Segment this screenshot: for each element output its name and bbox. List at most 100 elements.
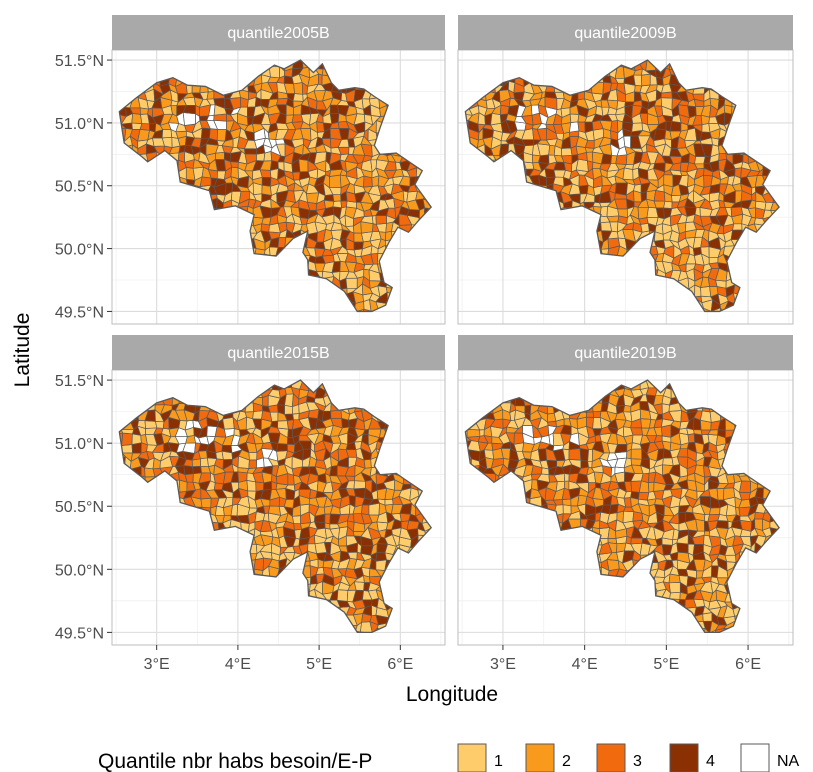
municipality-polygon bbox=[668, 582, 681, 594]
municipality-polygon bbox=[222, 416, 235, 430]
municipality-polygon bbox=[248, 451, 258, 461]
y-tick-label: 50.5°N bbox=[55, 179, 104, 196]
municipality-polygon bbox=[329, 174, 342, 189]
municipality-polygon bbox=[716, 487, 725, 501]
municipality-polygon bbox=[563, 480, 570, 491]
municipality-polygon bbox=[336, 589, 349, 602]
legend-label: 1 bbox=[494, 753, 503, 770]
municipality-polygon bbox=[577, 121, 586, 133]
municipality-polygon bbox=[244, 148, 258, 155]
municipality-polygon bbox=[340, 200, 348, 209]
municipality-polygon bbox=[293, 523, 302, 531]
facet-strip bbox=[112, 335, 445, 370]
y-axis-left: 51.5°N 51.0°N 50.5°N 50.0°N 49.5°N 51.5°N 51.0… bbox=[55, 53, 112, 642]
municipality-polygon bbox=[255, 481, 265, 492]
municipality-polygon bbox=[676, 542, 689, 554]
municipality-polygon bbox=[687, 433, 696, 443]
municipality-polygon bbox=[622, 510, 635, 524]
facet-strip bbox=[458, 335, 793, 370]
municipality-polygon bbox=[375, 215, 387, 225]
x-tick-label: 3°E bbox=[490, 656, 516, 673]
municipality-polygon bbox=[623, 497, 632, 508]
facet-panel: quantile2005B bbox=[111, 15, 446, 325]
municipality-polygon bbox=[292, 413, 300, 421]
municipality-polygon bbox=[607, 537, 618, 545]
municipality-polygon bbox=[575, 158, 589, 172]
x-tick-label: 3°E bbox=[144, 656, 170, 673]
municipality-polygon bbox=[641, 73, 651, 87]
municipality-polygon bbox=[709, 507, 721, 515]
y-tick-label: 51.0°N bbox=[55, 436, 104, 453]
municipality-polygon bbox=[353, 480, 366, 490]
facet-strip-label: quantile2009B bbox=[574, 25, 676, 42]
municipality-polygon bbox=[139, 123, 150, 131]
municipality-polygon bbox=[703, 530, 711, 537]
municipality-polygon bbox=[579, 448, 589, 462]
municipality-polygon bbox=[578, 184, 589, 195]
municipality-polygon bbox=[630, 427, 643, 436]
municipality-polygon bbox=[345, 277, 358, 289]
x-axis-title: Longitude bbox=[406, 683, 498, 706]
country-outline bbox=[118, 59, 433, 313]
y-tick-label: 50.0°N bbox=[55, 562, 104, 579]
municipality-polygon bbox=[269, 411, 279, 422]
municipality-polygon bbox=[587, 448, 593, 462]
municipality-polygon bbox=[479, 429, 485, 437]
municipality-polygon bbox=[353, 241, 364, 251]
legend-key bbox=[596, 743, 626, 772]
municipality-polygon bbox=[754, 518, 764, 531]
municipality-polygon bbox=[641, 472, 650, 483]
y-tick-label: 49.5°N bbox=[55, 625, 104, 642]
country-outline bbox=[464, 59, 780, 313]
municipality-polygon bbox=[329, 112, 340, 125]
municipality-polygon bbox=[693, 429, 703, 436]
municipality-polygon bbox=[568, 448, 582, 461]
municipality-polygon bbox=[715, 520, 729, 529]
municipality-layer bbox=[465, 60, 780, 312]
municipality-polygon bbox=[209, 128, 218, 141]
municipality-polygon bbox=[633, 74, 643, 87]
municipality-polygon bbox=[615, 182, 628, 196]
municipality-polygon bbox=[569, 113, 580, 123]
legend: Quantile nbr habs besoin/E-P 1 2 3 4 NA bbox=[98, 743, 800, 772]
municipality-polygon bbox=[276, 443, 288, 452]
country-outline bbox=[464, 379, 780, 634]
municipality-polygon bbox=[561, 498, 572, 507]
municipality-polygon bbox=[708, 257, 719, 265]
y-tick-label: 51.5°N bbox=[55, 373, 104, 390]
municipality-polygon bbox=[663, 200, 673, 209]
municipality-polygon bbox=[363, 458, 372, 469]
municipality-polygon bbox=[569, 121, 580, 133]
municipality-polygon bbox=[200, 497, 212, 509]
municipality-polygon bbox=[284, 393, 294, 408]
municipality-polygon bbox=[230, 161, 239, 169]
municipality-polygon bbox=[695, 518, 705, 532]
municipality-polygon bbox=[662, 457, 674, 466]
municipality-polygon bbox=[252, 410, 264, 420]
municipality-polygon bbox=[631, 122, 643, 133]
municipality-polygon bbox=[653, 395, 664, 406]
legend-key bbox=[669, 743, 699, 772]
municipality-polygon bbox=[669, 120, 682, 132]
municipality-polygon bbox=[687, 105, 697, 119]
municipality-polygon bbox=[198, 450, 208, 460]
municipality-polygon bbox=[270, 420, 279, 429]
municipality-polygon bbox=[490, 112, 502, 126]
y-tick-label: 51.5°N bbox=[55, 53, 104, 70]
municipality-polygon bbox=[161, 129, 173, 139]
facet-strip-label: quantile2019B bbox=[574, 345, 676, 362]
municipality-polygon bbox=[144, 420, 158, 429]
municipality-polygon bbox=[663, 174, 674, 188]
x-axis-bottom: 3°E 4°E 5°E 6°E 3°E 4°E 5°E 6°E bbox=[144, 645, 761, 673]
municipality-polygon bbox=[630, 458, 643, 466]
municipality-polygon bbox=[584, 121, 594, 133]
municipality-polygon bbox=[261, 176, 272, 187]
municipality-polygon bbox=[283, 498, 295, 509]
municipality-polygon bbox=[630, 448, 643, 460]
municipality-polygon bbox=[669, 591, 681, 600]
x-tick-label: 4°E bbox=[225, 656, 251, 673]
legend-label: NA bbox=[777, 753, 800, 770]
country-outline bbox=[118, 379, 433, 634]
y-tick-label: 50.5°N bbox=[55, 499, 104, 516]
municipality-polygon bbox=[694, 207, 701, 217]
